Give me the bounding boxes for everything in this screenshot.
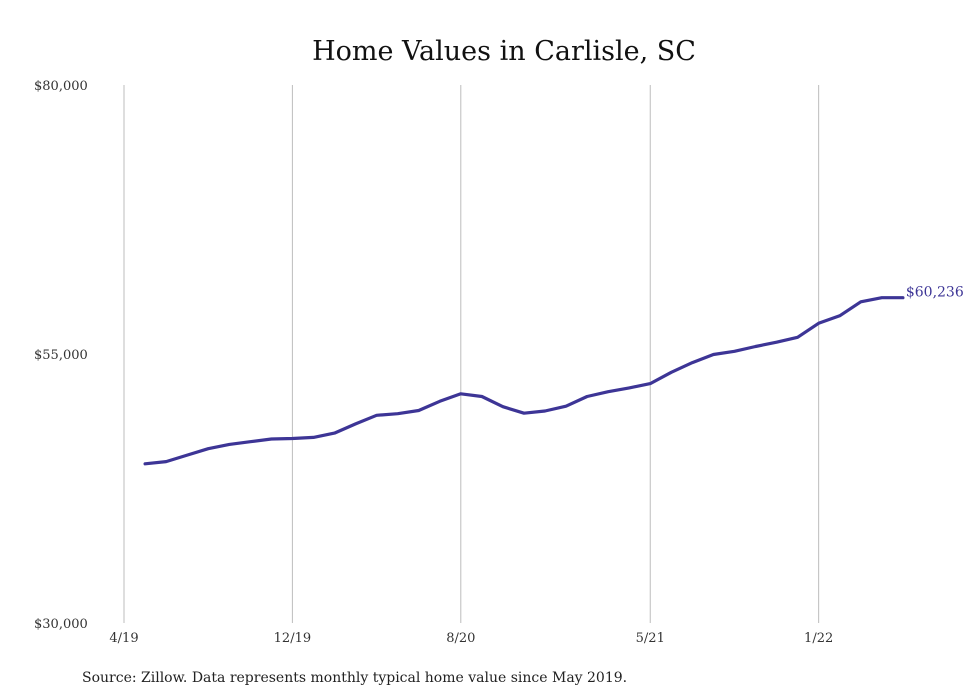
x-tick-label: 5/21 bbox=[636, 631, 665, 646]
x-tick-label: 8/20 bbox=[446, 631, 475, 646]
end-value-label: $60,236 bbox=[906, 285, 964, 301]
y-tick-label: $80,000 bbox=[34, 79, 88, 94]
chart-title: Home Values in Carlisle, SC bbox=[312, 36, 696, 67]
chart-grid bbox=[123, 85, 820, 623]
series-line bbox=[143, 296, 905, 466]
x-axis-ticks: 4/19 12/19 8/20 5/21 1/22 bbox=[109, 631, 833, 646]
x-tick-label: 1/22 bbox=[804, 631, 833, 646]
y-tick-label: $55,000 bbox=[34, 348, 88, 363]
x-tick-label: 12/19 bbox=[274, 631, 311, 646]
y-axis-ticks: $80,000 $55,000 $30,000 bbox=[34, 79, 88, 632]
source-note: Source: Zillow. Data represents monthly … bbox=[82, 670, 627, 686]
x-tick-label: 4/19 bbox=[109, 631, 138, 646]
y-tick-label: $30,000 bbox=[34, 617, 88, 632]
